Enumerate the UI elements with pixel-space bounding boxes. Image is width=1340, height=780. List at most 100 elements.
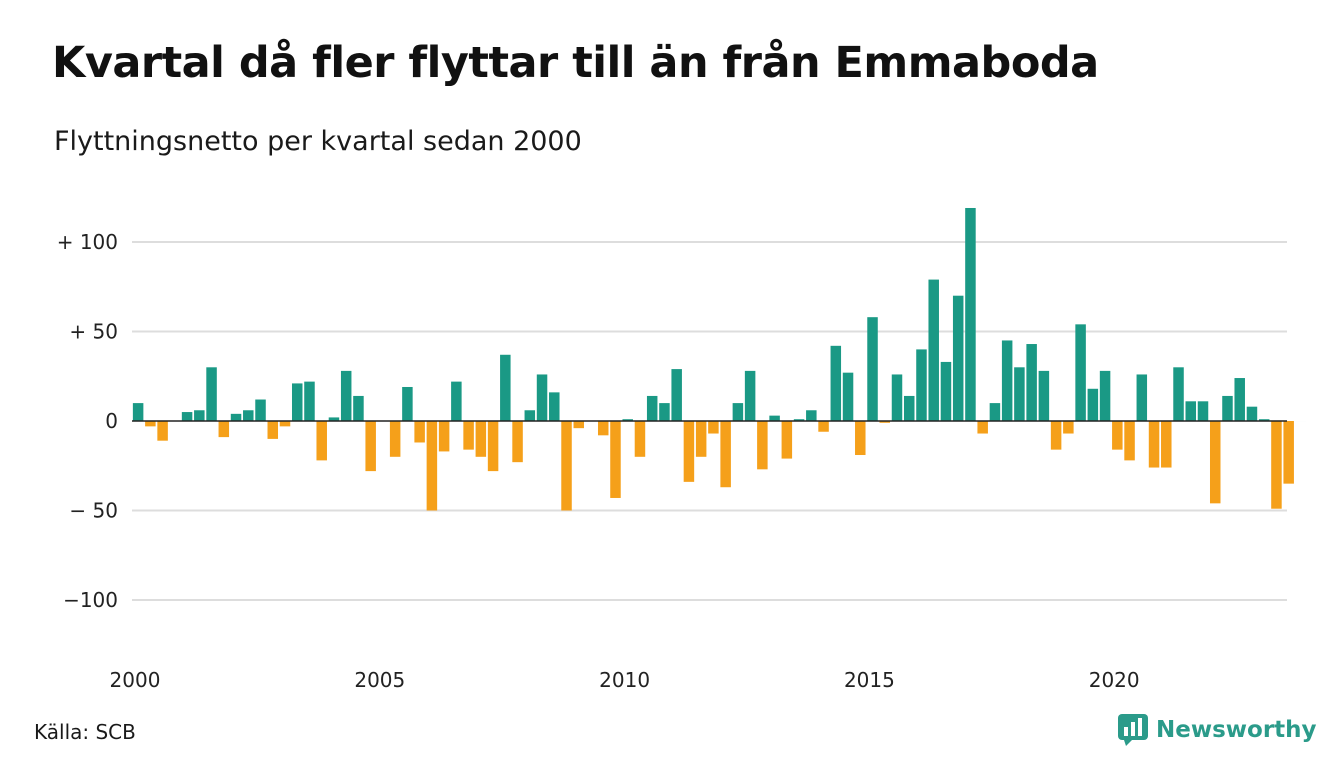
bar [365,421,376,472]
x-tick-label: 2010 [599,668,650,692]
bar [989,403,1001,421]
bar [181,412,193,421]
bar [634,421,646,457]
bar [855,421,866,456]
bar [1173,367,1184,421]
bar [842,372,854,421]
x-tick-label: 2015 [844,668,895,692]
bar [830,345,842,421]
bar [549,392,560,421]
bar [1112,421,1123,450]
bar [622,419,633,421]
bar [1148,421,1160,468]
bar [1050,421,1062,450]
bar [744,370,756,421]
y-tick-label: + 100 [57,230,118,254]
bar [463,421,474,450]
bar [1283,421,1294,484]
bar [1197,401,1209,421]
bar [132,403,144,421]
bar [353,395,364,421]
bar [389,421,401,457]
bar [243,410,254,421]
bar [157,421,168,441]
bar [1136,374,1148,421]
bar [916,349,927,421]
bar [1246,406,1258,421]
brand-name: Newsworthy [1156,717,1317,743]
bar [340,370,352,421]
bar [1026,344,1037,421]
grid-lines [132,241,1287,601]
x-tick-label: 2005 [354,668,405,692]
bar [218,421,230,438]
bar [769,415,780,421]
bar [230,413,242,421]
source-note: Källa: SCB [34,720,136,744]
bar [426,421,438,511]
bar [451,381,462,421]
bar [512,421,523,463]
bar [781,421,793,459]
bar [646,395,658,421]
bar [1001,340,1013,421]
bar [487,421,499,472]
bar [1038,370,1050,421]
bar [732,403,744,421]
bar [806,410,817,421]
bar [891,374,903,421]
bar [1271,421,1282,509]
bar [659,403,670,421]
bar [1185,401,1197,421]
bar [720,421,731,488]
bar [940,361,952,421]
bar [1063,421,1074,434]
bar [952,295,964,421]
bar [610,421,621,498]
newsworthy-logo-icon [1118,714,1148,746]
bar [1258,419,1270,421]
bar [597,421,609,436]
chart-title: Kvartal då fler flyttar till än från Emm… [52,38,1099,88]
bar [536,374,548,421]
bar [1099,370,1111,421]
bar [1124,421,1135,461]
bar [1075,324,1086,421]
bar [475,421,487,457]
bar [500,354,511,421]
x-tick-label: 2020 [1089,668,1140,692]
bar [977,421,988,434]
bar [316,421,327,461]
bar [818,421,829,432]
bar [757,421,768,470]
bar [524,410,536,421]
bar [708,421,719,434]
bar [671,369,682,421]
bar [561,421,572,511]
bar [903,395,915,421]
y-tick-label: 0 [105,409,118,433]
bar [1161,421,1172,468]
bar [1014,367,1025,421]
bar [304,381,315,421]
bar [438,421,450,452]
bar [867,317,878,421]
bar [879,421,891,423]
x-tick-label: 2000 [110,668,161,692]
bar [1209,421,1221,504]
y-tick-label: + 50 [69,320,118,344]
bar [328,417,340,421]
bar [414,421,425,443]
bar [291,383,303,421]
bar [402,386,413,421]
brand-logo[interactable]: Newsworthy [1118,714,1317,746]
bar [1087,388,1099,421]
bar [279,421,291,427]
bar [206,367,217,421]
y-tick-label: −100 [63,588,118,612]
bar [928,279,939,421]
chart-subtitle: Flyttningsnetto per kvartal sedan 2000 [54,126,582,157]
bar [145,421,156,427]
bar [695,421,707,457]
